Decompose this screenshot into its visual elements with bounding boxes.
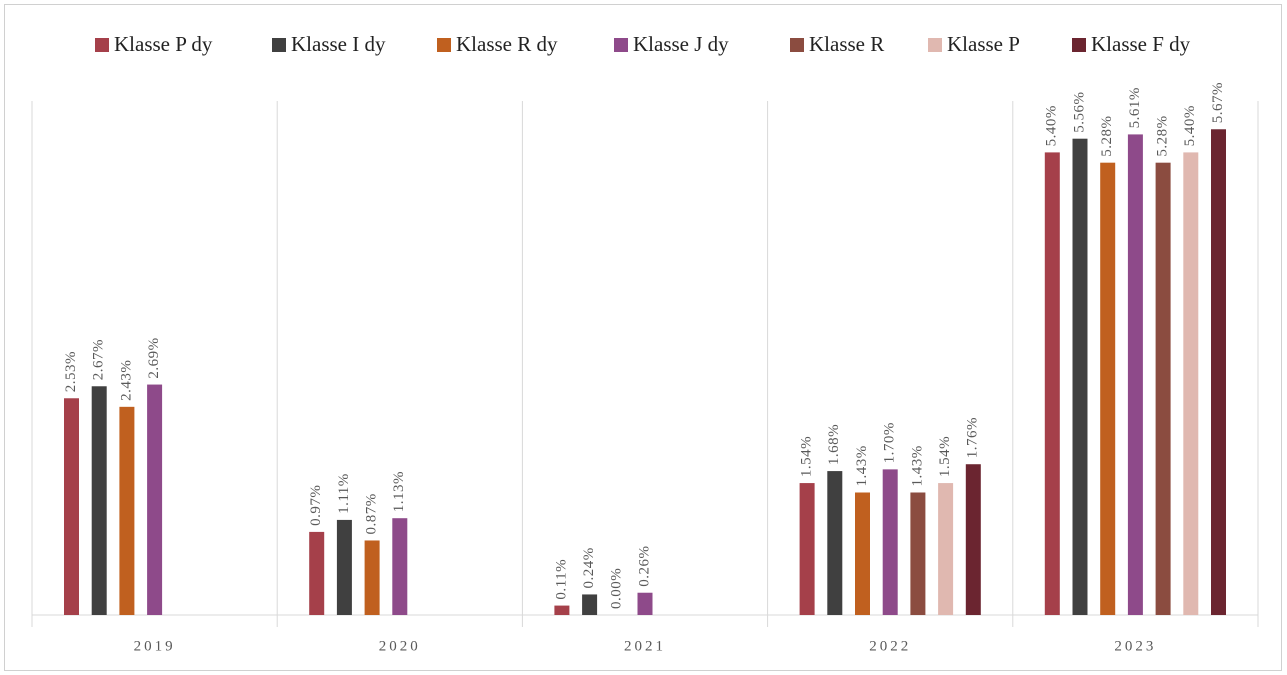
bar (855, 492, 870, 615)
bar (1100, 162, 1116, 615)
value-label: 5.40% (1044, 105, 1060, 146)
bar (827, 471, 843, 615)
value-label: 2.43% (118, 360, 134, 401)
x-tick-label: 2022 (869, 638, 911, 654)
bar (392, 518, 408, 615)
value-label: 0.11% (553, 559, 569, 600)
value-label: 1.54% (799, 436, 815, 477)
chart-border (4, 4, 1282, 671)
legend-swatch (437, 38, 451, 52)
value-label: 2.69% (146, 337, 162, 378)
value-label: 2.53% (63, 351, 79, 392)
legend-swatch (928, 38, 942, 52)
value-label: 5.56% (1071, 91, 1087, 132)
bar (965, 464, 981, 615)
value-label: 1.43% (854, 445, 870, 486)
legend-swatch (790, 38, 804, 52)
legend-swatch (95, 38, 109, 52)
bar (1072, 138, 1088, 615)
legend-swatch (1072, 38, 1086, 52)
value-label: 2.67% (91, 339, 107, 380)
bar (1155, 162, 1171, 615)
value-label: 1.76% (965, 417, 981, 458)
value-label: 5.28% (1155, 115, 1171, 156)
legend-swatch (614, 38, 628, 52)
bar (147, 384, 163, 615)
bar (336, 519, 352, 615)
value-label: 1.70% (882, 422, 898, 463)
legend-swatch (272, 38, 286, 52)
bar (1044, 152, 1060, 615)
value-label: 5.28% (1099, 115, 1115, 156)
legend-label: Klasse F dy (1091, 32, 1191, 56)
bar (364, 540, 380, 615)
bar (582, 594, 598, 615)
value-label: 5.61% (1127, 87, 1143, 128)
x-tick-label: 2020 (379, 638, 421, 654)
x-tick-label: 2019 (134, 638, 176, 654)
bar (554, 605, 570, 615)
bar (910, 492, 926, 615)
bar (1127, 134, 1143, 615)
bar (882, 469, 898, 615)
value-label: 0.24% (581, 547, 597, 588)
value-label: 1.54% (937, 436, 953, 477)
x-tick-label: 2021 (624, 638, 666, 654)
value-label: 0.00% (609, 568, 625, 609)
bar (1211, 129, 1226, 615)
bar (637, 592, 653, 615)
value-label: 0.97% (308, 485, 324, 526)
bar (1183, 152, 1199, 615)
value-label: 0.87% (364, 493, 380, 534)
bar (119, 406, 135, 615)
bar (938, 483, 954, 615)
legend-label: Klasse I dy (291, 32, 386, 56)
bar (309, 531, 325, 615)
bar (64, 398, 79, 615)
value-label: 1.43% (909, 445, 925, 486)
bar (799, 483, 815, 615)
legend-label: Klasse P (947, 32, 1020, 56)
value-label: 5.67% (1210, 82, 1226, 123)
value-label: 0.26% (636, 545, 652, 586)
legend-label: Klasse R dy (456, 32, 558, 56)
x-tick-label: 2023 (1114, 638, 1156, 654)
legend-label: Klasse R (809, 32, 884, 56)
legend-label: Klasse P dy (114, 32, 213, 56)
value-label: 1.11% (336, 473, 352, 514)
bar (91, 386, 107, 615)
value-label: 5.40% (1182, 105, 1198, 146)
legend-label: Klasse J dy (633, 32, 729, 56)
value-label: 1.68% (826, 424, 842, 465)
value-label: 1.13% (391, 471, 407, 512)
